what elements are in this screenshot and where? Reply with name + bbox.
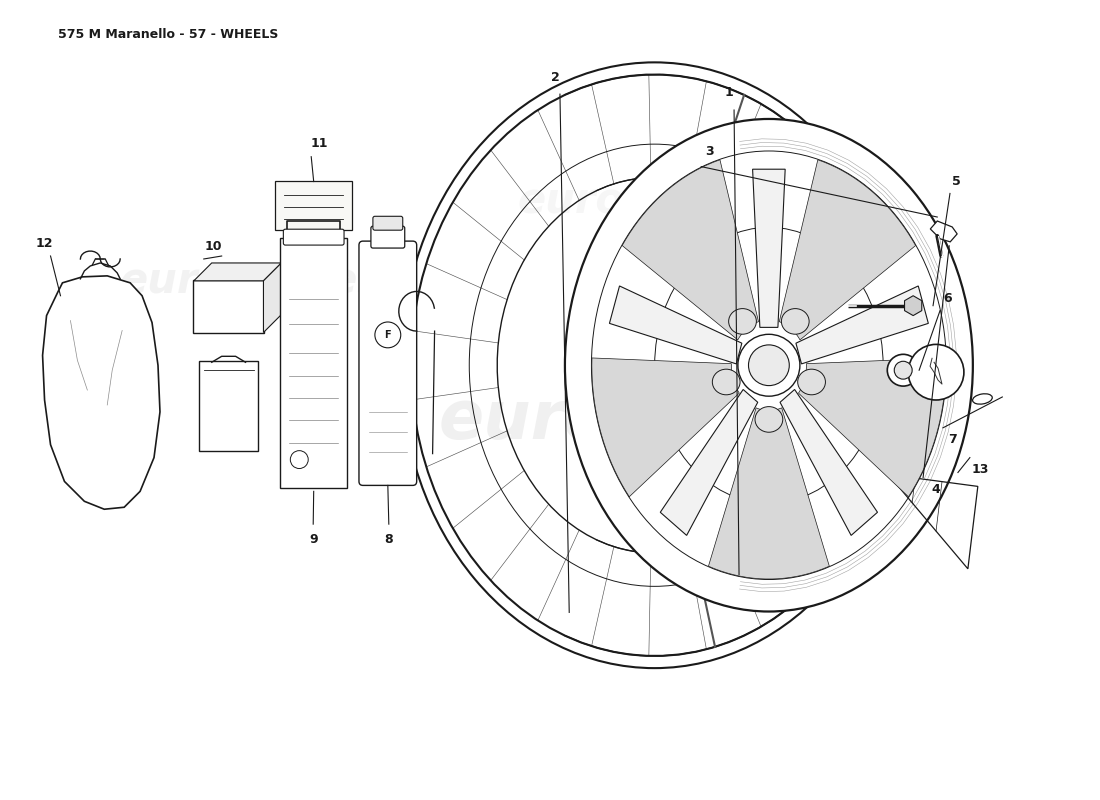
- Ellipse shape: [728, 309, 757, 334]
- Text: 5: 5: [952, 175, 960, 188]
- FancyBboxPatch shape: [275, 181, 352, 230]
- Ellipse shape: [565, 119, 972, 611]
- Polygon shape: [889, 474, 978, 569]
- Ellipse shape: [972, 394, 992, 404]
- Polygon shape: [43, 276, 159, 510]
- Polygon shape: [796, 286, 928, 364]
- Polygon shape: [264, 263, 282, 333]
- Text: 11: 11: [310, 138, 328, 150]
- Polygon shape: [660, 390, 758, 535]
- Text: 10: 10: [205, 239, 222, 253]
- Text: 9: 9: [309, 533, 318, 546]
- Ellipse shape: [400, 62, 909, 668]
- Polygon shape: [592, 358, 739, 497]
- Ellipse shape: [781, 309, 810, 334]
- FancyBboxPatch shape: [199, 362, 258, 450]
- FancyBboxPatch shape: [371, 226, 405, 248]
- Circle shape: [290, 450, 308, 469]
- Polygon shape: [752, 170, 785, 327]
- Polygon shape: [779, 160, 915, 340]
- Text: 3: 3: [705, 146, 714, 158]
- Circle shape: [909, 344, 964, 400]
- Circle shape: [748, 345, 790, 386]
- FancyBboxPatch shape: [373, 216, 403, 230]
- FancyBboxPatch shape: [192, 280, 264, 334]
- Circle shape: [375, 322, 400, 348]
- Text: F: F: [385, 330, 392, 340]
- Text: eurospares: eurospares: [439, 387, 860, 453]
- Text: 8: 8: [385, 533, 393, 546]
- Text: 575 M Maranello - 57 - WHEELS: 575 M Maranello - 57 - WHEELS: [57, 28, 278, 41]
- Circle shape: [894, 362, 912, 379]
- Ellipse shape: [713, 369, 740, 394]
- Text: 13: 13: [971, 463, 989, 476]
- FancyBboxPatch shape: [280, 238, 346, 488]
- Ellipse shape: [798, 369, 825, 394]
- Polygon shape: [931, 221, 957, 242]
- Text: 7: 7: [948, 434, 957, 446]
- Circle shape: [888, 354, 920, 386]
- Text: eurospares: eurospares: [120, 260, 383, 302]
- Text: 2: 2: [551, 70, 559, 84]
- Circle shape: [738, 334, 800, 396]
- Polygon shape: [609, 286, 741, 364]
- Polygon shape: [623, 160, 759, 340]
- Text: 4: 4: [932, 483, 940, 496]
- Text: eurospares: eurospares: [518, 180, 781, 222]
- FancyBboxPatch shape: [284, 229, 344, 245]
- Polygon shape: [780, 390, 878, 535]
- Polygon shape: [799, 358, 946, 497]
- Text: 6: 6: [944, 292, 953, 306]
- Text: 12: 12: [36, 237, 53, 250]
- FancyBboxPatch shape: [359, 241, 417, 486]
- Text: 1: 1: [725, 86, 734, 98]
- Ellipse shape: [755, 406, 783, 432]
- Polygon shape: [904, 296, 922, 315]
- Polygon shape: [194, 263, 282, 281]
- Polygon shape: [708, 408, 829, 579]
